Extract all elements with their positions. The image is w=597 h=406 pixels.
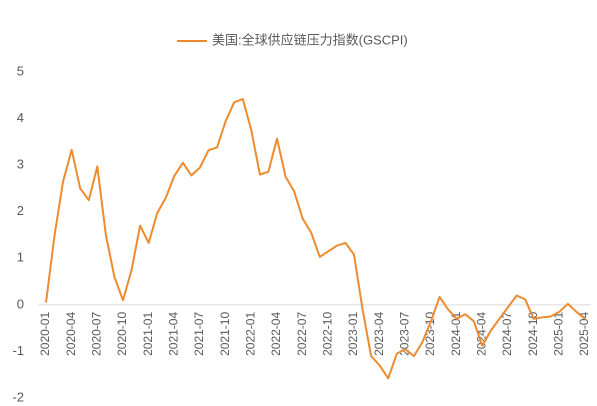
x-tick-label: 2024-01 [449,312,463,356]
x-tick-label: 2023-04 [372,312,386,356]
x-tick-label: 2023-07 [398,312,412,356]
x-tick-label: 2020-01 [38,312,52,356]
x-tick-label: 2023-01 [346,312,360,356]
y-tick-label: 1 [17,250,24,265]
x-tick-label: 2020-04 [64,312,78,356]
y-tick-label: 3 [17,157,24,172]
x-tick-label: 2022-04 [269,312,283,356]
x-tick-label: 2025-04 [577,312,591,356]
series-line [45,98,586,380]
x-tick-label: 2021-10 [218,312,232,356]
x-tick-label: 2024-04 [475,312,489,356]
x-tick-label: 2021-01 [141,312,155,356]
legend-label: 美国:全球供应链压力指数(GSCPI) [212,32,408,47]
x-tick-label: 2020-10 [115,312,129,356]
x-tick-label: 2021-07 [192,312,206,356]
y-tick-label: -2 [12,389,24,404]
x-tick-label: 2024-10 [526,312,540,356]
x-tick-label: 2024-07 [500,312,514,356]
y-tick-label: 5 [17,63,24,78]
y-tick-label: 4 [17,110,24,125]
x-tick-label: 2023-10 [423,312,437,356]
y-tick-label: 0 [17,296,24,311]
y-tick-label: 2 [17,203,24,218]
x-tick-label: 2022-10 [321,312,335,356]
x-tick-label: 2021-04 [167,312,181,356]
x-tick-label: 2025-01 [552,312,566,356]
y-tick-label: -1 [12,343,24,358]
x-tick-label: 2020-07 [90,312,104,356]
x-tick-label: 2022-07 [295,312,309,356]
x-tick-label: 2022-01 [244,312,258,356]
